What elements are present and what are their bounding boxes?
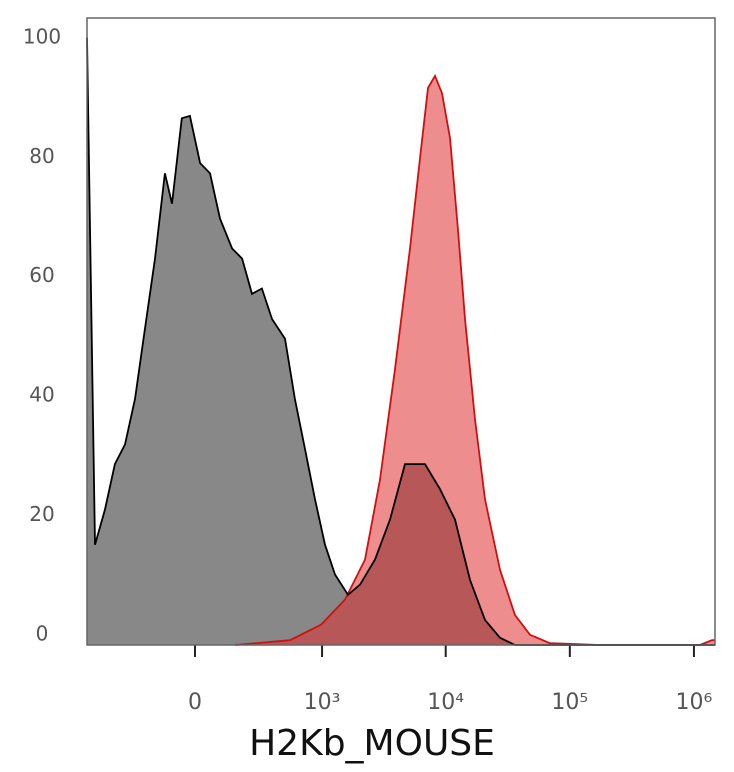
x-tick-label: 0	[188, 690, 202, 715]
series-outline	[86, 37, 715, 646]
y-tick-label: 60	[29, 263, 54, 287]
x-tick-label: 10⁵	[551, 690, 588, 715]
y-tick-label: 80	[29, 144, 54, 168]
y-tick-label: 0	[36, 622, 49, 646]
y-tick-label: 20	[29, 502, 54, 526]
x-axis-title: H2Kb_MOUSE	[249, 723, 495, 764]
y-tick-label: 100	[23, 24, 61, 48]
x-tick-label: 10⁴	[427, 690, 464, 715]
series-outline	[234, 73, 715, 646]
series-area	[87, 37, 715, 645]
x-tick-label: 10⁶	[676, 690, 713, 715]
y-tick-label: 40	[29, 383, 54, 407]
x-tick-label: 10³	[304, 690, 341, 715]
plot-frame	[86, 17, 716, 646]
series-area	[235, 75, 715, 645]
